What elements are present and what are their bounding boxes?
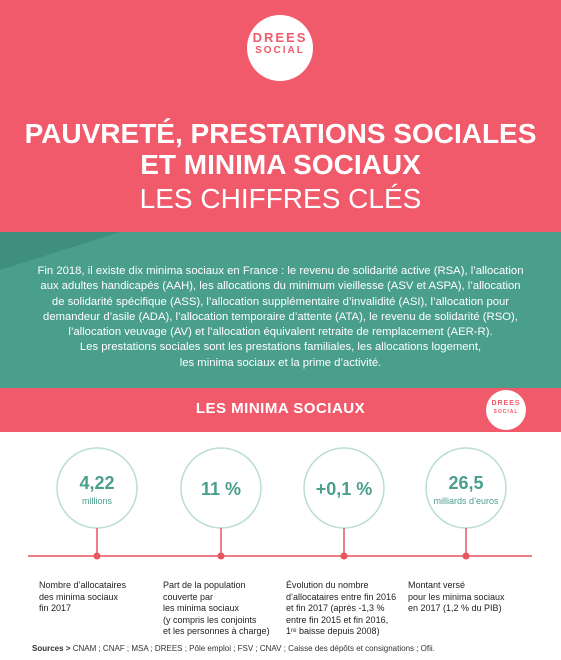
subtitle: LES CHIFFRES CLÉS [139,183,422,214]
caption-line: (y compris les conjoints [163,614,257,625]
intro-line: de solidarité spécifique (ASS), l’alloca… [51,295,510,308]
timeline-dot [462,552,470,560]
figure-value-box: 11 % [176,479,266,500]
intro-line: demandeur d’asile (ADA), l’allocation te… [43,310,518,323]
caption-line: couverte par [163,591,214,602]
figure-caption: Nombre d’allocataires des minima sociaux f… [39,580,169,615]
intro-line: Fin 2018, il existe dix minima sociaux e… [37,265,524,277]
figure-value-box: +0,1 % [299,479,389,500]
figure-value: 11 % [200,479,242,499]
logo-line: SOCIAL [255,45,305,56]
caption-line: 1ʳᵉ baisse depuis 2008) [286,626,380,636]
caption-line: des minima sociaux [39,591,119,602]
figure-value: +0,1 % [315,479,373,499]
intro: Fin 2018, il existe dix minima sociaux e… [0,264,561,371]
timeline-dot [217,552,225,560]
logo-circle [247,15,313,81]
intro-line: les minima sociaux et la prime d’activit… [179,356,382,369]
caption-line: pour les minima sociaux [408,591,505,602]
logo-text: DREES SOCIAL [247,30,313,56]
wedge [0,232,120,270]
title-line: ET MINIMA SOCIAUX [140,149,421,180]
caption-line: fin 2017 [39,603,72,613]
logo-small [486,390,526,430]
timeline-dot [93,552,101,560]
caption-line: Évolution du nombre [286,580,369,590]
intro-band [0,232,561,388]
caption-line: les minima sociaux [163,603,240,613]
figure-caption: Montant versé pour les minima sociaux en 2… [408,580,538,615]
figure-value-box: 26,5 milliards d’euros [421,473,511,506]
sources-label: Sources > [32,644,71,653]
intro-line: l’allocation veuvage (AV) et l’allocatio… [68,326,493,339]
figure-caption: Évolution du nombre d’allocataires entre … [286,580,416,638]
logo-line: DREES [252,30,308,45]
caption-line: Nombre d’allocataires [39,580,127,590]
caption-line: et fin 2017 (après -1,3 % [286,603,385,613]
section-title: LES MINIMA SOCIAUX [195,400,366,417]
sources-text: CNAM ; CNAF ; MSA ; DREES ; Pôle emploi … [72,644,435,653]
logo-small-text: DREES SOCIAL [486,400,526,416]
section-band [0,388,561,432]
caption-line: en 2017 (1,2 % du PIB) [408,603,502,613]
figure-value: 26,5 [448,473,484,493]
caption-line: Montant versé [408,580,466,590]
timeline-dot [340,552,348,560]
caption-line: entre fin 2015 et fin 2016, [286,614,389,625]
logo-line: DREES [491,400,521,407]
intro-line: Les prestations sociales sont les presta… [79,341,482,354]
figure-caption: Part de la population couverte par les min… [163,580,293,638]
figure-value: 4,22 [79,473,115,493]
figure-value-box: 4,22 millions [52,473,142,506]
logo-line: SOCIAL [493,409,519,415]
caption-line: d’allocataires entre fin 2016 [286,591,397,602]
figure-unit: milliards d’euros [433,496,499,506]
title: PAUVRETÉ, PRESTATIONS SOCIALES ET MINIMA … [0,118,561,180]
sources: Sources > CNAM ; CNAF ; MSA ; DREES ; Pô… [32,644,435,653]
caption-line: et les personnes à charge) [163,626,270,636]
figure-unit: millions [81,496,112,506]
intro-line: aux adultes handicapés (AAH), les alloca… [40,280,521,293]
caption-line: Part de la population [163,580,246,590]
title-line: PAUVRETÉ, PRESTATIONS SOCIALES [24,118,537,149]
